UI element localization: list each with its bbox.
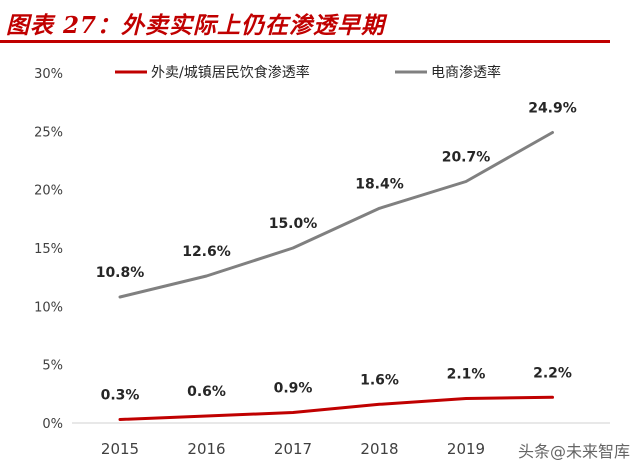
data-label: 2.1% xyxy=(447,367,486,383)
y-tick-label: 25% xyxy=(34,125,63,140)
x-tick-label: 2018 xyxy=(360,440,398,458)
chart-title: 图表 27：外卖实际上仍在渗透早期 xyxy=(6,12,386,39)
data-label: 10.8% xyxy=(96,265,145,281)
y-tick-label: 10% xyxy=(34,300,63,315)
data-label: 24.9% xyxy=(528,101,577,117)
title-rule xyxy=(0,40,610,43)
y-tick-label: 15% xyxy=(34,242,63,257)
data-label: 0.3% xyxy=(101,388,140,404)
legend-label-2: 电商渗透率 xyxy=(431,64,501,81)
data-label: 12.6% xyxy=(182,244,231,260)
data-label: 0.6% xyxy=(187,384,226,400)
legend-label-1: 外卖/城镇居民饮食渗透率 xyxy=(151,64,310,81)
data-label: 20.7% xyxy=(442,150,491,166)
x-tick-label: 2016 xyxy=(187,440,225,458)
x-tick-label: 2015 xyxy=(101,440,139,458)
y-tick-label: 5% xyxy=(42,359,63,374)
x-tick-label: 2019 xyxy=(447,440,485,458)
y-tick-label: 30% xyxy=(34,67,63,82)
data-label: 0.9% xyxy=(274,381,313,397)
y-tick-label: 20% xyxy=(34,184,63,199)
y-tick-label: 0% xyxy=(42,417,63,432)
x-tick-label: 2017 xyxy=(274,440,312,458)
data-label: 2.2% xyxy=(533,365,572,381)
data-label: 15.0% xyxy=(269,216,318,232)
title-bar: 图表 27：外卖实际上仍在渗透早期 xyxy=(0,0,610,44)
data-label: 1.6% xyxy=(360,372,399,388)
series-line-2 xyxy=(118,131,554,299)
series-line-1 xyxy=(118,395,554,421)
data-label: 18.4% xyxy=(355,176,404,192)
watermark: 头条@未来智库 xyxy=(517,442,630,461)
